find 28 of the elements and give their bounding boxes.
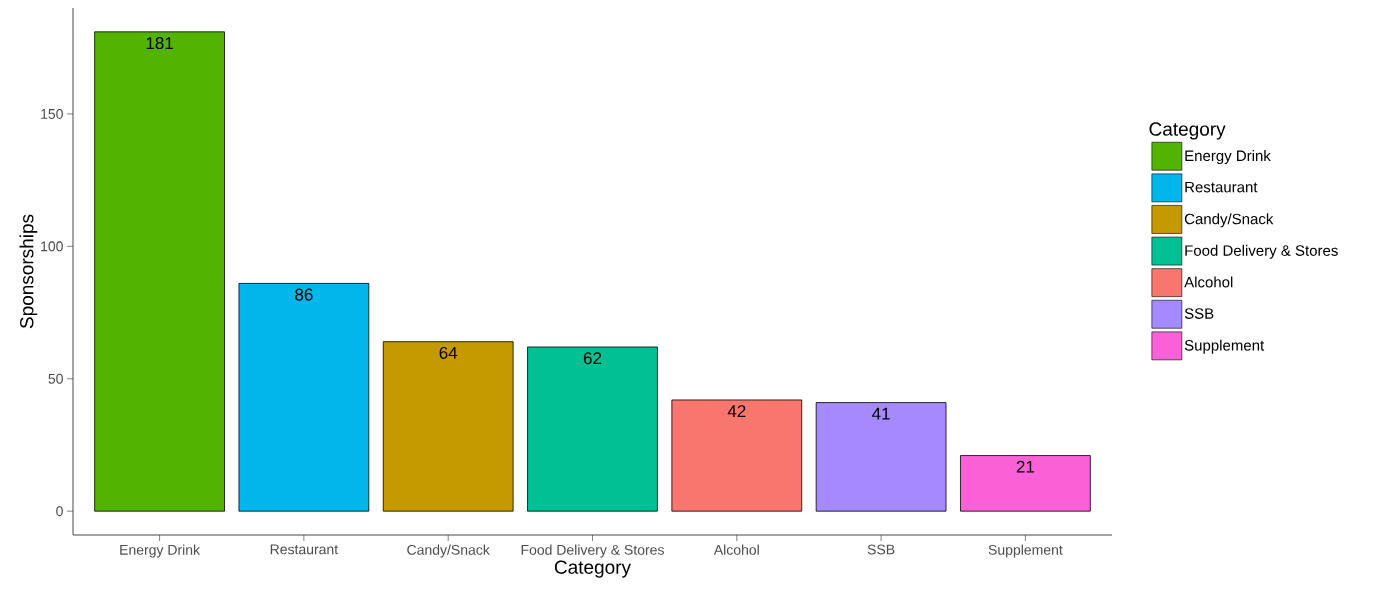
legend-label: Supplement xyxy=(1184,339,1265,354)
legend-label: Candy/Snack xyxy=(1184,213,1274,228)
x-tick-label: Alcohol xyxy=(713,544,759,555)
legend-title: Category xyxy=(1149,122,1226,140)
x-axis-title: Category xyxy=(554,560,631,578)
x-tick-label: Restaurant xyxy=(270,544,339,555)
x-tick-label: Energy Drink xyxy=(120,544,201,558)
legend-label: Alcohol xyxy=(1184,276,1233,288)
data-label: 21 xyxy=(1016,460,1035,473)
data-label: 64 xyxy=(439,346,458,359)
legend-label: Energy Drink xyxy=(1185,150,1271,165)
x-tick-label: Food Delivery & Stores xyxy=(521,544,664,558)
x-tick-label: SSB xyxy=(867,544,895,555)
data-label: 41 xyxy=(872,407,890,420)
y-tick-label: 150 xyxy=(41,108,63,119)
legend-label: SSB xyxy=(1184,308,1214,319)
y-tick-label: 0 xyxy=(56,506,63,517)
y-tick-label: 50 xyxy=(48,373,63,384)
data-label: 86 xyxy=(295,288,313,301)
data-label: 42 xyxy=(727,405,746,418)
legend-label: Food Delivery & Stores xyxy=(1185,244,1338,259)
legend-label: Restaurant xyxy=(1185,181,1258,193)
y-axis-title: Sponsorships xyxy=(19,214,38,329)
x-tick-label: Candy/Snack xyxy=(407,544,490,558)
data-label: 62 xyxy=(583,352,602,365)
x-tick-label: Supplement xyxy=(988,544,1063,558)
data-label: 181 xyxy=(146,37,173,50)
y-tick-label: 100 xyxy=(41,241,63,252)
